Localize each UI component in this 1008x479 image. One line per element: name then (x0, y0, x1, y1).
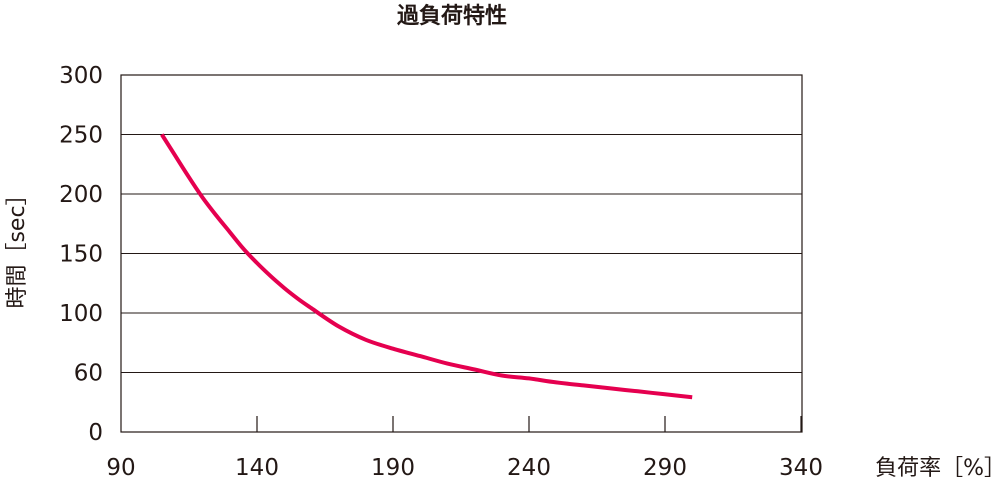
y-tick-label-200: 200 (59, 182, 103, 208)
series-layer (160, 133, 693, 400)
x-axis-label: 負荷率［%］ (875, 456, 1006, 479)
y-axis-label: 時間［sec］ (5, 183, 30, 308)
y-tick-label-250: 250 (59, 123, 103, 149)
y-axis-tick-labels: 0 60 100 150 200 250 300 (59, 63, 103, 446)
x-tick-label-140: 140 (235, 455, 279, 479)
x-tick-label-340: 340 (779, 455, 823, 479)
y-tick-label-300: 300 (59, 63, 103, 89)
x-tick-label-240: 240 (507, 455, 551, 479)
x-tick-label-90: 90 (106, 455, 135, 479)
y-tick-label-150: 150 (59, 242, 103, 268)
series-line-0 (160, 133, 693, 400)
y-tick-label-100: 100 (59, 301, 103, 327)
x-axis-tick-labels: 90 140 190 240 290 340 (106, 455, 823, 479)
x-axis-ticks (256, 416, 802, 432)
x-tick-label-190: 190 (371, 455, 415, 479)
plot-area (120, 74, 803, 433)
chart-title: 過負荷特性 (397, 3, 507, 29)
x-tick-label-290: 290 (643, 455, 687, 479)
gridlines (121, 134, 802, 373)
y-tick-label-60: 60 (74, 361, 103, 387)
y-tick-label-0: 0 (88, 420, 103, 446)
